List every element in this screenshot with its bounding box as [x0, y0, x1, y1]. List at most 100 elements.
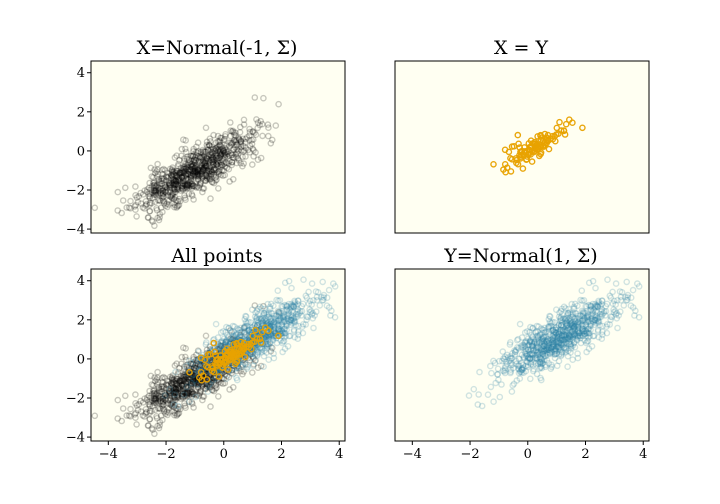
- scatter-point: [173, 173, 181, 180]
- scatter-point: [168, 166, 176, 173]
- scatter-point: [176, 385, 184, 393]
- scatter-point: [176, 169, 184, 176]
- scatter-point: [544, 335, 552, 343]
- scatter-point: [287, 303, 295, 311]
- scatter-point: [521, 148, 528, 156]
- scatter-point: [278, 332, 286, 340]
- scatter-point: [187, 383, 195, 390]
- scatter-point: [276, 315, 283, 323]
- scatter-point: [539, 343, 547, 350]
- scatter-point: [569, 333, 577, 341]
- scatter-point: [598, 297, 606, 305]
- scatter-point: [515, 365, 522, 373]
- scatter-point: [228, 140, 236, 147]
- scatter-point: [170, 171, 178, 179]
- scatter-point: [490, 160, 497, 168]
- scatter-point: [240, 121, 248, 128]
- scatter-point: [202, 157, 209, 165]
- scatter-point: [171, 186, 178, 194]
- scatter-point: [148, 217, 156, 224]
- scatter-point: [553, 336, 561, 344]
- scatter-point: [197, 167, 204, 174]
- scatter-point: [175, 171, 183, 178]
- scatter-point: [200, 165, 207, 173]
- scatter-point: [532, 328, 540, 336]
- scatter-point: [239, 135, 247, 143]
- scatter-point: [230, 131, 238, 138]
- scatter-point: [201, 163, 208, 171]
- scatter-point: [211, 147, 219, 155]
- scatter-point: [199, 156, 207, 164]
- scatter-point: [557, 315, 564, 322]
- scatter-point: [524, 346, 532, 353]
- scatter-point: [558, 349, 566, 357]
- scatter-point: [572, 309, 579, 317]
- scatter-point: [203, 138, 211, 146]
- scatter-point: [184, 388, 192, 395]
- scatter-point: [215, 373, 223, 380]
- scatter-point: [206, 151, 214, 158]
- scatter-point: [183, 378, 191, 385]
- scatter-point: [288, 316, 296, 324]
- subplot-x-equals-y: X = Y: [394, 37, 650, 234]
- scatter-point: [563, 340, 571, 348]
- scatter-point: [594, 303, 601, 311]
- scatter-point: [520, 341, 527, 349]
- scatter-point: [206, 167, 213, 175]
- scatter-point: [233, 153, 240, 161]
- scatter-point: [173, 392, 181, 399]
- scatter-point: [160, 373, 167, 381]
- scatter-point: [566, 317, 574, 325]
- scatter-point: [243, 322, 251, 330]
- scatter-point: [565, 332, 573, 339]
- scatter-point: [192, 371, 199, 378]
- scatter-point: [182, 160, 189, 168]
- scatter-point: [264, 340, 272, 348]
- scatter-point: [173, 203, 181, 210]
- scatter-point: [242, 135, 250, 143]
- scatter-point: [251, 302, 259, 309]
- scatter-point: [266, 303, 274, 311]
- scatter-point: [195, 392, 203, 400]
- scatter-point: [598, 306, 606, 313]
- scatter-point: [166, 385, 174, 393]
- scatter-point: [150, 188, 158, 195]
- scatter-point: [307, 307, 315, 315]
- scatter-point: [194, 166, 201, 174]
- scatter-point: [167, 182, 174, 189]
- scatter-point: [166, 391, 174, 399]
- scatter-point: [192, 365, 200, 372]
- scatter-point: [159, 174, 167, 182]
- scatter-point: [545, 323, 553, 331]
- scatter-point: [191, 361, 199, 369]
- scatter-point: [154, 378, 162, 386]
- scatter-point: [616, 288, 624, 295]
- scatter-point: [278, 318, 285, 325]
- scatter-point: [603, 329, 611, 337]
- scatter-point: [579, 325, 586, 332]
- scatter-point: [282, 321, 290, 329]
- scatter-point: [208, 166, 215, 174]
- axes-frame: [90, 60, 346, 234]
- scatter-point: [241, 353, 249, 361]
- scatter-point: [575, 318, 582, 326]
- y-tick-label: 4: [77, 66, 85, 81]
- scatter-point: [209, 154, 216, 161]
- scatter-point: [164, 377, 171, 385]
- scatter-point: [585, 301, 593, 309]
- scatter-point: [592, 316, 600, 324]
- scatter-point: [217, 171, 225, 179]
- scatter-point: [276, 296, 284, 304]
- scatter-point: [585, 313, 593, 321]
- scatter-point: [147, 372, 155, 380]
- scatter-point: [562, 327, 569, 334]
- scatter-point: [555, 333, 562, 341]
- scatter-point: [576, 315, 584, 323]
- scatter-point: [587, 306, 594, 313]
- scatter-point: [210, 152, 218, 159]
- scatter-point: [183, 165, 190, 173]
- scatter-point: [541, 346, 548, 354]
- scatter-point: [237, 329, 244, 337]
- scatter-point: [188, 385, 195, 393]
- scatter-point: [254, 348, 262, 356]
